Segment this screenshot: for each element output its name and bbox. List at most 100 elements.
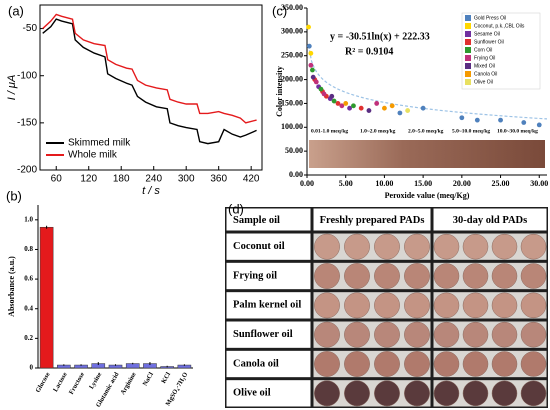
point xyxy=(366,108,372,113)
pad-spot xyxy=(462,380,489,407)
row-label: Coconut oil xyxy=(233,241,285,252)
legend-swatch xyxy=(465,39,471,45)
x-tick-label: 240 xyxy=(145,174,162,185)
legend-swatch xyxy=(465,15,471,21)
legend-label: Whole milk xyxy=(68,150,118,161)
pad-spot xyxy=(344,351,370,377)
point xyxy=(335,101,341,106)
pad-spot xyxy=(374,263,400,289)
pad-spot xyxy=(374,380,400,407)
y-tick-label: 0.4 xyxy=(24,304,33,312)
x-tick-label: Fructose xyxy=(68,371,86,396)
point xyxy=(389,103,395,109)
pad-spot xyxy=(404,321,430,348)
y-tick-label: 350.00 xyxy=(281,3,303,12)
x-tick-label: 420 xyxy=(243,174,260,185)
range-label: 2.0~5.0 meq/kg xyxy=(408,128,444,134)
bar xyxy=(39,226,54,369)
panel-label: (a) xyxy=(8,3,24,18)
pad-spot xyxy=(314,321,340,348)
legend-label: Coconut, p.k.,CBL Oils xyxy=(474,23,525,29)
point xyxy=(374,101,380,106)
point xyxy=(382,105,387,111)
point xyxy=(310,74,316,80)
point xyxy=(397,110,403,116)
pad-spot xyxy=(520,263,547,289)
pad-spot xyxy=(462,321,489,348)
pad-spot xyxy=(491,292,518,319)
legend-label: Skimmed milk xyxy=(68,138,131,149)
point xyxy=(351,103,356,109)
point xyxy=(420,105,426,111)
y-tick-label: 250.00 xyxy=(281,51,303,60)
pad-spot xyxy=(491,233,518,260)
pad-spot xyxy=(491,351,518,377)
x-tick-label: 25.00 xyxy=(492,179,510,188)
legend-box xyxy=(461,12,541,90)
color-strip xyxy=(309,140,545,168)
pad-spot xyxy=(462,351,489,377)
point xyxy=(310,67,315,73)
point xyxy=(474,117,480,123)
legend-label: Mixed Oil xyxy=(474,63,495,69)
point xyxy=(459,115,465,121)
legend-swatch xyxy=(465,31,471,37)
point xyxy=(405,108,411,113)
y-tick-label: 300.00 xyxy=(281,27,303,36)
pad-spot xyxy=(374,321,400,348)
range-label: 1.0~2.0 meq/kg xyxy=(360,128,396,134)
y-tick-label: 200.00 xyxy=(281,74,303,83)
pad-spot xyxy=(433,380,460,407)
legend-label: Olive Oil xyxy=(474,79,493,85)
pad-spot xyxy=(462,263,489,289)
point xyxy=(343,101,349,106)
pad-spot xyxy=(374,351,400,377)
pad-spot xyxy=(433,263,460,289)
y-tick-label: -50 xyxy=(23,23,38,34)
x-axis-label: Peroxide value (meq/Kg) xyxy=(385,191,470,200)
pad-spot xyxy=(344,292,370,319)
pad-spot xyxy=(344,263,370,289)
cell xyxy=(226,292,311,319)
x-tick-label: 30.00 xyxy=(530,179,548,188)
legend-label: Sunflower Oil xyxy=(474,39,504,45)
pad-spot xyxy=(433,233,460,260)
legend-label: Gold Press Oil xyxy=(474,15,506,21)
pad-spot xyxy=(433,321,460,348)
cell xyxy=(226,233,311,260)
x-tick-label: 0.00 xyxy=(300,179,314,188)
pad-spot xyxy=(462,233,489,260)
pad-spot xyxy=(344,233,370,260)
pad-spot xyxy=(491,321,518,348)
y-tick-label: 0 xyxy=(30,364,34,372)
pad-spot xyxy=(520,292,547,319)
pad-spot xyxy=(433,351,460,377)
panel-label: (d) xyxy=(228,201,244,216)
x-tick-label: 300 xyxy=(178,174,195,185)
legend-label: Canola Oil xyxy=(474,71,497,77)
range-label: 10.0~30.0 meq/kg xyxy=(497,128,538,134)
point xyxy=(308,62,314,68)
pad-spot xyxy=(404,292,430,319)
cell xyxy=(226,262,311,290)
pad-spot xyxy=(520,321,547,348)
line-series xyxy=(42,13,257,124)
header-text: Freshly prepared PADs xyxy=(320,215,425,226)
point xyxy=(347,105,352,111)
y-axis-label: Color intensity xyxy=(275,66,284,117)
x-tick-label: 120 xyxy=(80,174,97,185)
header-cell xyxy=(313,208,431,231)
range-label: 0.01-1.0 meq/kg xyxy=(311,128,348,134)
x-tick-label: NaCl xyxy=(142,371,155,387)
pad-spot xyxy=(491,263,518,289)
point xyxy=(339,103,345,109)
legend-swatch xyxy=(465,71,471,77)
legend-swatch xyxy=(465,23,471,29)
point xyxy=(321,91,327,97)
cell xyxy=(226,321,311,348)
equation: y = -30.51ln(x) + 222.33 xyxy=(330,31,430,42)
pad-spot xyxy=(491,380,518,407)
point xyxy=(306,43,312,49)
x-tick-label: 10.00 xyxy=(375,179,393,188)
y-tick-label: 0.00 xyxy=(289,170,303,179)
